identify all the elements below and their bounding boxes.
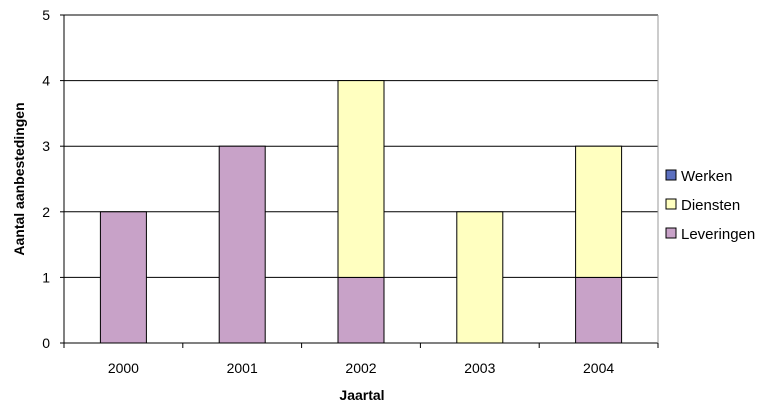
bar-leveringen-2001: [218, 145, 266, 344]
legend-swatch-diensten: [665, 198, 677, 210]
x-tick-label-2004: 2004: [583, 360, 614, 376]
legend-label-leveringen: Leveringen: [681, 226, 755, 243]
legend: Werken Diensten Leveringen: [665, 168, 755, 243]
legend-swatch-werken: [665, 169, 677, 181]
legend-label-werken: Werken: [681, 168, 732, 185]
y-axis-label: Aantal aanbestedingen: [11, 102, 27, 255]
legend-swatch-leveringen: [665, 227, 677, 239]
bars: [99, 80, 623, 344]
x-tick-label-2000: 2000: [108, 360, 139, 376]
x-tick-label-2003: 2003: [464, 360, 495, 376]
tick-labels: 0 1 2 3 4 5 2000 2001 2002 2003 2004: [42, 7, 614, 376]
bar-leveringen-2000: [99, 211, 147, 344]
y-tick-label-5: 5: [42, 7, 50, 23]
y-tick-label-1: 1: [42, 269, 50, 285]
y-tick-label-4: 4: [42, 73, 50, 89]
x-tick-label-2001: 2001: [227, 360, 258, 376]
y-tick-label-0: 0: [42, 335, 50, 351]
legend-label-diensten: Diensten: [681, 197, 740, 214]
bar-leveringen-2004: [575, 276, 623, 344]
x-axis-label: Jaartal: [339, 387, 384, 403]
x-tick-label-2002: 2002: [345, 360, 376, 376]
y-tick-label-3: 3: [42, 138, 50, 154]
bar-leveringen-2002: [337, 276, 385, 344]
y-tick-label-2: 2: [42, 204, 50, 220]
bar-diensten-2002: [337, 80, 385, 278]
bar-diensten-2004: [575, 145, 623, 278]
axes: [60, 14, 659, 348]
bar-diensten-2003: [456, 211, 504, 344]
